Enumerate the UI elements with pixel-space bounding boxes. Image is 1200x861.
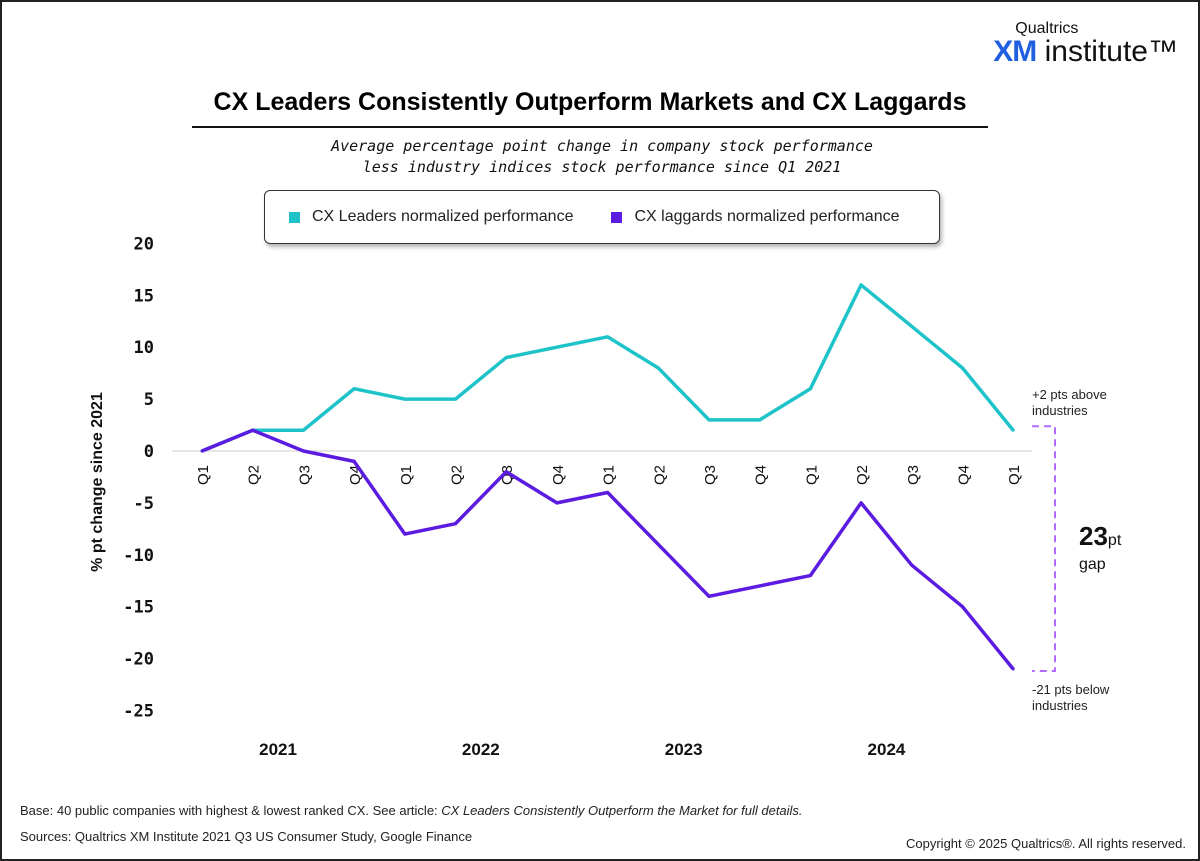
qualtrics-xm-institute-logo: Qualtrics XM institute™ xyxy=(993,20,1178,68)
x-tick-label: Q2 xyxy=(854,465,871,485)
year-label: 2022 xyxy=(462,740,500,759)
x-tick-label: Q1 xyxy=(398,465,415,485)
x-tick-label: Q2 xyxy=(246,465,263,485)
data-point-laggards xyxy=(555,501,559,505)
data-point-laggards xyxy=(352,459,356,463)
y-axis-label: % pt change since 2021 xyxy=(89,392,106,572)
data-point-laggards xyxy=(251,428,255,432)
y-tick-label: -20 xyxy=(123,650,154,670)
x-tick-label: Q1 xyxy=(601,465,618,485)
logo-xm: XM xyxy=(993,35,1037,68)
data-point-laggards xyxy=(656,542,660,546)
y-tick-label: -25 xyxy=(123,702,154,722)
data-point-leaders xyxy=(403,397,407,401)
data-point-laggards xyxy=(961,605,964,609)
data-point-leaders xyxy=(910,324,914,328)
subtitle-line-1: Average percentage point change in compa… xyxy=(331,137,873,155)
legend-label-laggards: CX laggards normalized performance xyxy=(634,208,900,225)
y-tick-label: -5 xyxy=(134,494,154,514)
data-point-leaders xyxy=(504,356,508,360)
data-point-laggards xyxy=(1011,667,1015,671)
gap-word: gap xyxy=(1079,556,1106,573)
x-tick-label: Q1 xyxy=(195,465,212,485)
footer-base-article: CX Leaders Consistently Outperform the M… xyxy=(441,803,803,818)
x-tick-label: Q4 xyxy=(550,465,567,485)
data-point-leaders xyxy=(808,387,812,391)
footer-base: Base: 40 public companies with highest &… xyxy=(20,803,803,818)
data-point-laggards xyxy=(758,584,762,588)
title-underline xyxy=(192,126,988,128)
data-point-leaders xyxy=(1011,428,1015,432)
logo-institute: institute™ xyxy=(1036,35,1178,68)
chart-title: CX Leaders Consistently Outperform Marke… xyxy=(213,88,967,116)
x-tick-label: Q2 xyxy=(449,465,466,485)
legend-swatch-laggards xyxy=(611,211,623,223)
gap-bracket xyxy=(1032,425,1056,672)
y-tick-label: 15 xyxy=(134,286,154,306)
legend-item-laggards: CX laggards normalized performance xyxy=(611,208,899,226)
x-tick-label: Q1 xyxy=(803,465,820,485)
data-point-leaders xyxy=(859,283,863,287)
data-point-laggards xyxy=(403,532,407,536)
x-tick-label: Q3 xyxy=(905,465,922,485)
subtitle-line-2: less industry indices stock performance … xyxy=(362,158,842,176)
data-point-leaders xyxy=(301,428,305,432)
legend: CX Leaders normalized performance CX lag… xyxy=(264,190,940,244)
y-tick-label: -15 xyxy=(123,598,154,618)
data-point-leaders xyxy=(454,397,457,401)
x-tick-label: Q3 xyxy=(296,465,313,485)
y-tick-label: 0 xyxy=(144,442,154,462)
data-point-laggards xyxy=(504,470,508,474)
data-point-leaders xyxy=(758,418,762,422)
data-point-laggards xyxy=(808,574,812,578)
legend-item-leaders: CX Leaders normalized performance xyxy=(289,208,573,226)
x-tick-label: Q2 xyxy=(651,465,668,485)
series-line-leaders xyxy=(201,283,1015,453)
gap-value: 23pt xyxy=(1079,521,1122,551)
footer-sources: Sources: Qualtrics XM Institute 2021 Q3 … xyxy=(20,829,473,844)
legend-swatch-leaders xyxy=(289,211,300,223)
x-tick-label: Q1 xyxy=(1006,465,1023,485)
data-point-laggards xyxy=(707,594,711,598)
legend-label-leaders: CX Leaders normalized performance xyxy=(312,208,574,225)
data-point-leaders xyxy=(656,366,660,370)
x-tick-label: Q3 xyxy=(702,465,719,485)
annotation-bottom: industries xyxy=(1032,698,1088,713)
y-tick-label: 5 xyxy=(144,390,154,410)
annotation-top: industries xyxy=(1032,403,1088,418)
annotation-top: +2 pts above xyxy=(1032,387,1107,402)
x-tick-label: Q3 xyxy=(499,465,516,485)
data-point-leaders xyxy=(352,387,356,391)
year-label: 2021 xyxy=(259,740,297,759)
x-tick-label: Q4 xyxy=(753,465,770,485)
footer-base-text: Base: 40 public companies with highest &… xyxy=(20,803,442,818)
data-point-leaders xyxy=(606,335,610,339)
y-tick-label: -10 xyxy=(123,546,154,566)
data-point-leaders xyxy=(555,345,559,349)
footer-copyright: Copyright © 2025 Qualtrics®. All rights … xyxy=(906,836,1186,851)
chart-subtitle: Average percentage point change in compa… xyxy=(2,136,1198,178)
year-label: 2023 xyxy=(665,740,703,759)
x-tick-label: Q4 xyxy=(956,465,973,485)
data-point-laggards xyxy=(301,449,305,453)
data-point-laggards xyxy=(200,449,204,453)
data-point-leaders xyxy=(961,366,964,370)
data-point-laggards xyxy=(859,501,863,505)
logo-line1: Qualtrics xyxy=(1015,20,1079,37)
y-tick-label: 10 xyxy=(134,338,154,358)
data-point-laggards xyxy=(454,522,457,526)
year-label: 2024 xyxy=(868,740,906,759)
y-tick-label: 20 xyxy=(134,234,154,254)
data-point-laggards xyxy=(606,491,610,495)
data-point-laggards xyxy=(910,563,914,567)
data-point-leaders xyxy=(707,418,711,422)
annotation-bottom: -21 pts below xyxy=(1032,682,1110,697)
